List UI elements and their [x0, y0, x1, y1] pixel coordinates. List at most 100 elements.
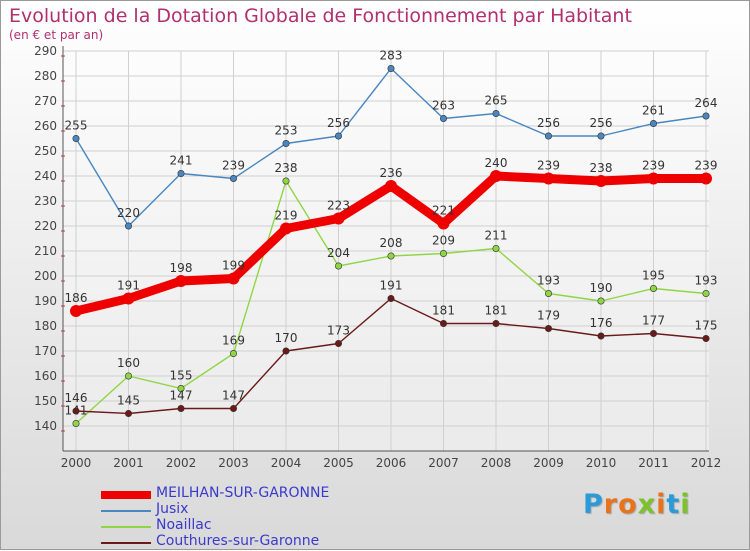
y-tick-label: 230	[34, 194, 57, 208]
data-point	[230, 175, 238, 183]
data-label: 173	[327, 324, 350, 338]
x-tick-label: 2008	[481, 456, 512, 470]
data-label: 198	[170, 261, 193, 275]
data-label: 238	[590, 161, 613, 175]
data-label: 255	[65, 119, 88, 133]
chart-subtitle: (en € et par an)	[9, 28, 104, 42]
data-point	[385, 180, 397, 192]
data-point	[177, 404, 185, 412]
data-label: 256	[537, 116, 560, 130]
data-label: 256	[590, 116, 613, 130]
data-point	[177, 384, 185, 392]
legend-swatch	[101, 526, 151, 528]
data-point	[702, 289, 710, 297]
x-tick-label: 2010	[586, 456, 617, 470]
data-point	[125, 222, 133, 230]
data-point	[230, 404, 238, 412]
data-label: 179	[537, 309, 560, 323]
logo-letter: x	[637, 489, 657, 520]
legend-label: Jusix	[156, 501, 189, 517]
y-tick-label: 180	[34, 319, 57, 333]
data-point	[702, 112, 710, 120]
data-point	[649, 120, 657, 128]
y-tick-label: 260	[34, 119, 57, 133]
data-label: 147	[222, 389, 245, 403]
data-label: 160	[117, 356, 140, 370]
data-label: 239	[222, 159, 245, 173]
data-point	[175, 275, 187, 287]
logo-letter: i	[656, 489, 667, 520]
data-point	[702, 334, 710, 342]
data-label: 239	[537, 159, 560, 173]
data-label: 264	[695, 96, 718, 110]
data-point	[280, 222, 292, 235]
logo-letter: i	[680, 489, 691, 520]
data-point	[492, 110, 500, 118]
data-label: 175	[695, 319, 718, 333]
logo-letter: o	[618, 489, 638, 520]
x-tick-label: 2007	[428, 456, 459, 470]
data-label: 220	[117, 206, 140, 220]
data-point	[72, 419, 80, 427]
data-point	[387, 294, 395, 302]
data-label: 208	[380, 236, 403, 250]
data-point	[387, 252, 395, 260]
data-point	[334, 262, 342, 270]
y-tick-label: 250	[34, 144, 57, 158]
data-label: 221	[432, 204, 455, 218]
data-label: 191	[380, 279, 403, 293]
data-label: 283	[380, 49, 403, 63]
data-point	[544, 289, 552, 297]
legend-swatch	[101, 510, 151, 512]
data-label: 263	[432, 99, 455, 113]
y-tick-label: 270	[34, 94, 57, 108]
data-label: 181	[485, 304, 508, 318]
x-tick-label: 2005	[323, 456, 354, 470]
data-label: 176	[590, 316, 613, 330]
data-point	[437, 217, 450, 230]
data-point	[597, 332, 605, 340]
data-point	[227, 272, 240, 285]
data-label: 239	[642, 159, 665, 173]
data-label: 190	[590, 281, 613, 295]
legend-label: Couthures-sur-Garonne	[156, 533, 320, 549]
x-tick-label: 2009	[533, 456, 564, 470]
data-point	[70, 305, 82, 317]
data-label: 193	[537, 274, 560, 288]
data-label: 169	[222, 334, 245, 348]
data-point	[282, 140, 290, 148]
legend-label: MEILHAN-SUR-GARONNE	[156, 485, 330, 501]
x-tick-label: 2003	[218, 456, 249, 470]
data-label: 199	[222, 259, 245, 273]
proxiti-logo: Proxiti	[583, 489, 691, 520]
data-label: 223	[327, 199, 350, 213]
data-point	[387, 65, 395, 73]
x-tick-label: 2001	[113, 456, 144, 470]
x-tick-label: 2012	[691, 456, 722, 470]
y-tick-label: 190	[34, 294, 57, 308]
legend-swatch	[101, 542, 151, 544]
logo-letter: r	[603, 489, 619, 520]
data-point	[282, 177, 290, 185]
x-tick-label: 2006	[376, 456, 407, 470]
data-point	[439, 115, 447, 123]
data-point	[72, 135, 80, 143]
x-tick-label: 2000	[61, 456, 92, 470]
data-point	[649, 284, 657, 292]
data-label: 155	[170, 369, 193, 383]
data-point	[492, 319, 500, 327]
data-point	[544, 324, 552, 332]
data-point	[597, 297, 605, 305]
data-label: 170	[275, 331, 298, 345]
data-point	[597, 132, 605, 140]
data-label: 181	[432, 304, 455, 318]
y-tick-label: 280	[34, 69, 57, 83]
data-point	[439, 319, 447, 327]
data-point	[490, 170, 502, 182]
data-label: 241	[170, 154, 193, 168]
legend-swatch	[101, 491, 151, 499]
data-label: 239	[695, 159, 718, 173]
x-tick-label: 2011	[638, 456, 669, 470]
